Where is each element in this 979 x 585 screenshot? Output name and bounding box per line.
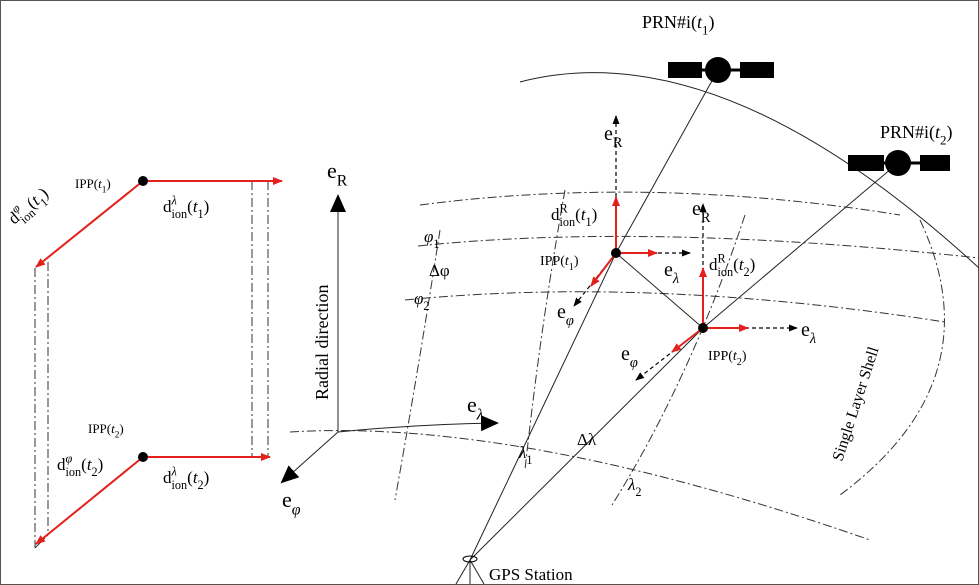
- label-part: Δλ: [577, 430, 597, 449]
- label-part: ): [574, 254, 579, 269]
- label-part: λ: [476, 407, 484, 424]
- label-part: ): [592, 205, 598, 224]
- label-part: e: [604, 123, 613, 145]
- label-part: ): [119, 421, 123, 436]
- label-part: ): [709, 12, 715, 33]
- label: Radial direction: [312, 285, 332, 400]
- label-part: φ: [566, 313, 574, 329]
- label-part: λ: [627, 475, 635, 494]
- label-part: ): [742, 349, 747, 364]
- label-part: e: [621, 343, 630, 365]
- solar-panel: [848, 155, 884, 171]
- label-part: ion: [172, 478, 188, 492]
- label: GPS Station: [489, 565, 573, 584]
- diagram: IPP(t1)dφion(t1)dλion(t1)IPP(t2)dφion(t2…: [0, 0, 979, 585]
- label-part: φ: [66, 451, 73, 465]
- label: Δφ: [429, 261, 450, 280]
- ipp-point: [698, 323, 708, 333]
- label-part: φ: [414, 289, 423, 308]
- solar-panel: [740, 62, 774, 78]
- label-part: e: [282, 487, 292, 512]
- label-part: R: [560, 201, 569, 215]
- label-part: φ: [424, 227, 433, 246]
- label-part: λ: [171, 193, 177, 207]
- label-part: λ: [171, 464, 177, 478]
- satellite: [885, 150, 911, 176]
- label-part: ion: [560, 215, 576, 229]
- label-part: e: [692, 198, 701, 220]
- label-part: ): [106, 176, 110, 191]
- label-part: 2: [635, 485, 641, 499]
- label-part: λ: [809, 331, 816, 347]
- label-part: ): [750, 255, 756, 274]
- label-part: IPP(: [708, 349, 733, 364]
- label-part: IPP(: [75, 176, 98, 191]
- label-part: PRN#i(: [642, 12, 697, 33]
- label-part: Δφ: [429, 261, 450, 280]
- label-part: 1: [433, 237, 439, 251]
- label-part: R: [337, 173, 348, 190]
- label-part: IPP(: [88, 421, 111, 436]
- label-part: ): [204, 197, 210, 216]
- label-part: ion: [172, 207, 188, 221]
- label-part: e: [801, 319, 810, 341]
- label-part: ): [204, 468, 210, 487]
- ipp-point: [611, 248, 621, 258]
- label-part: e: [664, 259, 673, 281]
- solar-panel: [920, 155, 950, 171]
- solar-panel: [668, 62, 702, 78]
- label-part: λ: [672, 271, 679, 287]
- label-part: GPS Station: [489, 565, 573, 584]
- label-part: φ: [630, 355, 638, 371]
- label-part: IPP(: [540, 254, 565, 269]
- label-part: Radial direction: [312, 285, 332, 400]
- ipp-point: [138, 176, 148, 186]
- label-part: R: [718, 251, 727, 265]
- label-part: λ: [518, 443, 526, 462]
- label-part: ion: [66, 465, 82, 479]
- label-part: 2: [423, 299, 429, 313]
- label-part: e: [557, 301, 566, 323]
- frame: [1, 1, 979, 585]
- label-part: φ: [292, 502, 301, 519]
- label-part: R: [613, 135, 623, 151]
- label-part: PRN#i(: [880, 122, 935, 143]
- ipp-point: [138, 452, 148, 462]
- label-part: 1: [526, 453, 532, 467]
- label-part: R: [701, 210, 711, 226]
- satellite: [705, 57, 731, 83]
- label-part: e: [467, 392, 477, 417]
- label: Δλ: [577, 430, 597, 449]
- label-part: ): [98, 455, 104, 474]
- label-part: ): [947, 122, 953, 143]
- label-part: ion: [718, 265, 734, 279]
- label-part: e: [327, 158, 337, 183]
